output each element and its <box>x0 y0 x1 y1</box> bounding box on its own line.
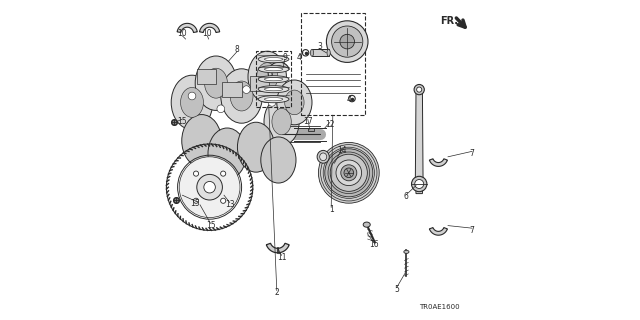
Ellipse shape <box>276 80 312 125</box>
Polygon shape <box>429 159 447 166</box>
Ellipse shape <box>264 98 283 101</box>
Ellipse shape <box>208 128 246 179</box>
Bar <box>308 128 314 131</box>
Polygon shape <box>268 62 289 77</box>
Text: 15: 15 <box>205 221 216 230</box>
Ellipse shape <box>248 51 287 102</box>
Bar <box>250 76 269 91</box>
Circle shape <box>188 92 196 100</box>
Circle shape <box>319 142 379 203</box>
Circle shape <box>336 160 362 186</box>
Bar <box>197 69 216 84</box>
Ellipse shape <box>414 84 424 95</box>
Circle shape <box>221 171 226 176</box>
Ellipse shape <box>404 250 409 253</box>
Ellipse shape <box>180 87 204 117</box>
Text: 11: 11 <box>277 253 286 262</box>
Bar <box>223 82 242 97</box>
Text: 10: 10 <box>177 29 188 38</box>
Text: 4: 4 <box>346 95 351 104</box>
Circle shape <box>196 174 223 200</box>
Text: 12: 12 <box>325 120 334 129</box>
Circle shape <box>243 86 250 93</box>
Polygon shape <box>200 23 220 33</box>
Ellipse shape <box>285 90 304 115</box>
Ellipse shape <box>417 87 422 92</box>
Text: 8: 8 <box>234 45 239 54</box>
Circle shape <box>332 26 363 57</box>
Ellipse shape <box>259 96 289 103</box>
Ellipse shape <box>261 137 296 183</box>
Circle shape <box>217 105 225 113</box>
Circle shape <box>340 165 357 181</box>
Bar <box>256 51 291 107</box>
Ellipse shape <box>320 153 326 161</box>
Ellipse shape <box>237 122 275 172</box>
Text: TR0AE1600: TR0AE1600 <box>419 304 460 310</box>
Circle shape <box>193 171 198 176</box>
Ellipse shape <box>259 66 289 73</box>
Ellipse shape <box>317 150 329 163</box>
Bar <box>312 49 329 56</box>
Ellipse shape <box>195 56 237 110</box>
Circle shape <box>268 99 276 106</box>
Text: 4: 4 <box>297 53 301 62</box>
Circle shape <box>204 181 215 193</box>
Ellipse shape <box>259 86 289 93</box>
Text: 7: 7 <box>470 149 474 158</box>
Text: 17: 17 <box>303 117 313 126</box>
Ellipse shape <box>415 180 424 188</box>
Circle shape <box>340 34 355 49</box>
Ellipse shape <box>264 68 283 71</box>
Ellipse shape <box>272 108 291 135</box>
Ellipse shape <box>264 98 300 146</box>
Ellipse shape <box>182 115 221 167</box>
Text: 1: 1 <box>329 205 333 214</box>
Ellipse shape <box>310 49 314 56</box>
Ellipse shape <box>264 58 283 61</box>
Text: 9: 9 <box>282 53 287 62</box>
Text: 15: 15 <box>177 117 187 126</box>
Polygon shape <box>266 243 289 253</box>
Text: 10: 10 <box>202 29 212 38</box>
Ellipse shape <box>264 77 283 81</box>
Text: 2: 2 <box>275 288 279 297</box>
Circle shape <box>326 21 368 62</box>
Circle shape <box>179 157 240 218</box>
Polygon shape <box>415 90 423 194</box>
Text: 3: 3 <box>317 42 322 51</box>
Circle shape <box>324 149 372 197</box>
Circle shape <box>330 154 367 191</box>
Ellipse shape <box>259 56 289 63</box>
Text: 16: 16 <box>369 240 379 249</box>
Text: 13: 13 <box>225 200 235 209</box>
Text: 15: 15 <box>190 199 200 208</box>
Ellipse shape <box>364 222 370 227</box>
Ellipse shape <box>205 68 227 98</box>
Text: 14: 14 <box>337 146 348 155</box>
Ellipse shape <box>257 63 278 91</box>
Ellipse shape <box>221 69 262 123</box>
Ellipse shape <box>172 75 212 130</box>
Ellipse shape <box>259 76 289 83</box>
Ellipse shape <box>412 176 427 192</box>
Text: 5: 5 <box>394 285 399 294</box>
Bar <box>301 13 365 115</box>
Polygon shape <box>429 228 447 235</box>
Polygon shape <box>177 23 197 33</box>
Circle shape <box>221 198 226 203</box>
Ellipse shape <box>327 49 330 56</box>
Text: FR.: FR. <box>440 16 459 26</box>
Text: 7: 7 <box>470 226 474 235</box>
Circle shape <box>193 198 198 203</box>
Ellipse shape <box>230 81 253 111</box>
Text: 6: 6 <box>404 192 409 201</box>
Circle shape <box>344 168 353 178</box>
Ellipse shape <box>264 88 283 91</box>
